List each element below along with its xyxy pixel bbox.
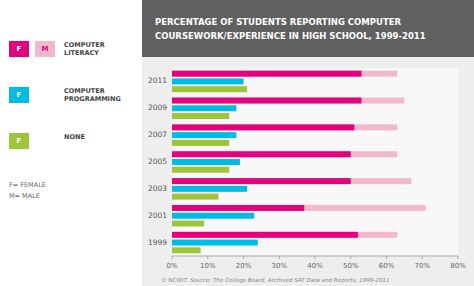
bar: [172, 232, 397, 238]
text-line: NONE: [64, 133, 85, 141]
bar: [172, 232, 358, 238]
x-tick-label: 30%: [271, 262, 287, 270]
bar: [172, 178, 412, 184]
bar: [172, 105, 236, 111]
y-tick-label: 2003: [148, 184, 167, 193]
y-tick-label: 2005: [148, 157, 167, 166]
plot-area: [172, 68, 458, 256]
x-tick-label: 40%: [307, 262, 323, 270]
text-line: COURSEWORK/EXPERIENCE IN HIGH SCHOOL, 19…: [155, 31, 426, 41]
x-tick: [243, 256, 244, 259]
text-line: M= MALE: [9, 192, 40, 200]
text-line: PERCENTAGE OF STUDENTS REPORTING COMPUTE…: [155, 17, 402, 27]
legend-panel: [0, 0, 142, 286]
title: PERCENTAGE OF STUDENTS REPORTING COMPUTE…: [155, 17, 426, 41]
x-tick-label: 50%: [343, 262, 359, 270]
x-tick: [207, 256, 208, 259]
legend-label: COMPUTERPROGRAMMING: [64, 87, 121, 103]
x-tick: [458, 256, 459, 259]
bar: [172, 86, 247, 92]
legend-swatch: [9, 87, 29, 103]
bar: [172, 151, 351, 157]
text-line: PROGRAMMING: [64, 95, 121, 103]
bar: [172, 159, 240, 165]
legend-note: F= FEMALE M= MALE: [9, 181, 46, 200]
legend-key: F: [17, 45, 22, 53]
title-panel: [142, 0, 474, 57]
bar: [172, 205, 426, 211]
bar: [172, 98, 361, 104]
source-note: © NCWIT. Source: The College Board, Arch…: [161, 277, 390, 284]
text-line: F= FEMALE: [9, 181, 46, 189]
bar: [172, 98, 404, 104]
chart: PERCENTAGE OF STUDENTS REPORTING COMPUTE…: [0, 0, 474, 286]
bar: [172, 140, 229, 146]
legend-swatch: [9, 133, 29, 149]
x-tick: [350, 256, 351, 259]
x-tick: [279, 256, 280, 259]
legend-key: F: [17, 137, 22, 145]
x-tick: [386, 256, 387, 259]
bar: [172, 132, 236, 138]
x-tick-label: 70%: [414, 262, 430, 270]
bar: [172, 78, 244, 84]
bar: [172, 240, 258, 246]
x-tick-label: 20%: [236, 262, 252, 270]
x-tick-label: 80%: [450, 262, 466, 270]
bars: [172, 71, 426, 254]
bar: [172, 151, 397, 157]
bar: [172, 178, 351, 184]
bar: [172, 124, 397, 130]
bar: [172, 186, 247, 192]
text-line: COMPUTER: [64, 87, 105, 95]
legend-label: NONE: [64, 133, 85, 141]
legend-swatch: [35, 41, 55, 57]
x-tick: [422, 256, 423, 259]
x-tick: [315, 256, 316, 259]
background: [0, 0, 474, 286]
y-tick-label: 2011: [148, 76, 167, 85]
x-tick-label: 0%: [166, 262, 177, 270]
bar: [172, 113, 229, 119]
y-tick-label: 2009: [148, 103, 167, 112]
bar: [172, 247, 201, 253]
bar: [172, 167, 229, 173]
bar: [172, 71, 361, 77]
y-tick-label: 2007: [148, 130, 167, 139]
bar: [172, 213, 254, 219]
x-tick: [172, 256, 173, 259]
bar: [172, 220, 204, 226]
bar: [172, 205, 304, 211]
legend-label: COMPUTERLITERACY: [64, 41, 105, 57]
legend-key: F: [17, 91, 22, 99]
text-line: COMPUTER: [64, 41, 105, 49]
y-tick-label: 1999: [148, 238, 167, 247]
y-tick-label: 2001: [148, 211, 167, 220]
x-tick-label: 60%: [379, 262, 395, 270]
legend-key: M: [42, 45, 49, 53]
legend-swatch: [9, 41, 29, 57]
bar: [172, 124, 354, 130]
bar: [172, 194, 218, 200]
text-line: LITERACY: [64, 49, 99, 57]
bar: [172, 71, 397, 77]
x-tick-label: 10%: [200, 262, 216, 270]
